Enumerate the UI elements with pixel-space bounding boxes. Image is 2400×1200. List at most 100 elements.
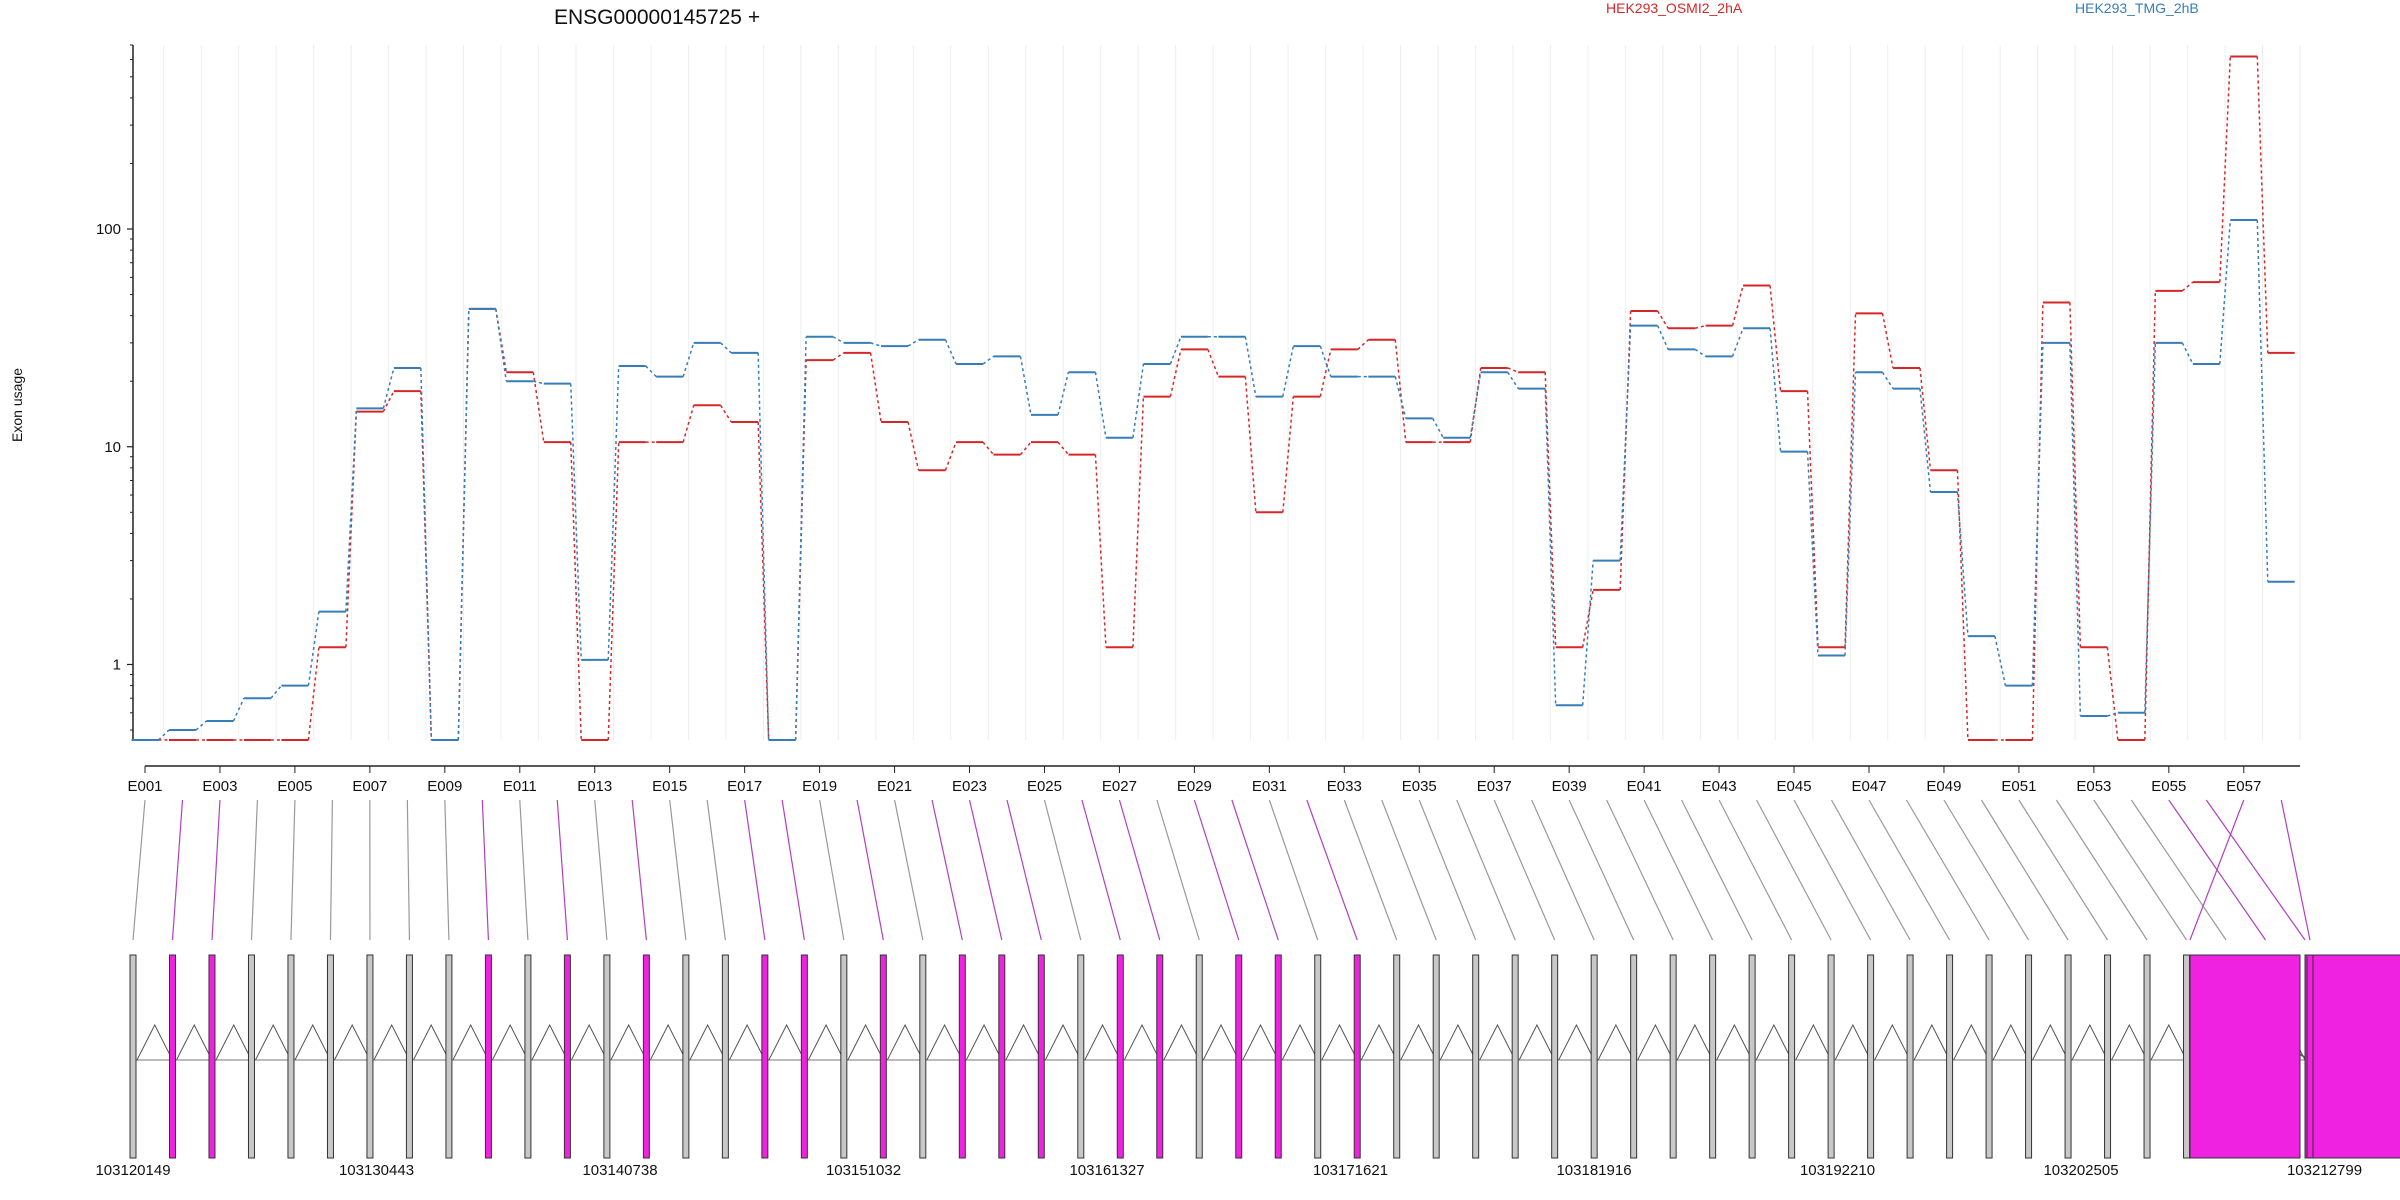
- x-tick-label: E045: [1777, 778, 1812, 795]
- intron-connector: [1716, 1023, 1753, 1061]
- data-connector: [1094, 372, 1107, 438]
- x-tick-label: E017: [727, 778, 762, 795]
- data-connector: [2107, 712, 2119, 717]
- exon-link-line: [1193, 799, 1240, 941]
- exon-link-line: [1793, 799, 1872, 941]
- intron-connector: [373, 1023, 410, 1061]
- exon-block: [1156, 954, 1164, 1159]
- data-connector: [757, 352, 770, 741]
- data-connector: [607, 442, 620, 741]
- data-connector: [1544, 372, 1557, 648]
- intron-connector: [1874, 1023, 1911, 1061]
- exon-link-line: [1606, 799, 1674, 941]
- intron-connector: [1953, 1023, 1990, 1061]
- exon-block: [2183, 954, 2191, 1159]
- exon-block: [1827, 954, 1835, 1159]
- data-connector: [1544, 388, 1557, 706]
- data-connector: [982, 355, 994, 365]
- intron-connector: [1400, 1023, 1437, 1061]
- exon-block: [1946, 954, 1954, 1159]
- exon-block: [1235, 954, 1243, 1159]
- exon-block: [958, 954, 966, 1159]
- exon-block: [1709, 954, 1717, 1159]
- exon-block: [2025, 954, 2033, 1159]
- intron-connector: [2150, 1023, 2187, 1061]
- exon-block: [326, 954, 334, 1159]
- data-connector: [682, 405, 695, 443]
- intron-connector: [1558, 1023, 1595, 1061]
- exon-block: [2143, 954, 2151, 1159]
- coordinate-label: 103161327: [1069, 1162, 1144, 1179]
- exon-block: [287, 954, 295, 1159]
- intron-connector: [1321, 1023, 1358, 1061]
- data-connector: [1019, 356, 1032, 416]
- x-tick-label: E039: [1552, 778, 1587, 795]
- exon-block: [2306, 954, 2314, 1159]
- exon-link-line: [856, 799, 884, 941]
- exon-block: [1630, 954, 1638, 1159]
- intron-connector: [728, 1023, 766, 1061]
- exon-block: [1511, 954, 1519, 1159]
- exon-link-line: [1343, 799, 1398, 941]
- exon-link-line: [1306, 799, 1358, 941]
- data-connector: [794, 336, 807, 741]
- exon-block: [1353, 954, 1361, 1159]
- exon-link-line: [1943, 799, 2030, 941]
- intron-connector: [768, 1023, 805, 1061]
- x-tick-label: E011: [503, 778, 537, 795]
- exon-block: [761, 954, 769, 1159]
- exon-block: [1788, 954, 1796, 1159]
- x-tick-label: E037: [1477, 778, 1512, 795]
- intron-connector: [215, 1023, 252, 1061]
- x-tick-label: E003: [202, 778, 237, 795]
- data-connector: [870, 342, 882, 347]
- data-connector: [607, 365, 620, 660]
- data-connector: [1282, 396, 1295, 513]
- data-connector: [907, 339, 919, 347]
- intron-connector: [1005, 1023, 1042, 1061]
- exon-block: [563, 954, 571, 1159]
- exon-link-line: [2055, 799, 2148, 941]
- x-tick-label: E013: [577, 778, 612, 795]
- data-connector: [2181, 281, 2194, 292]
- exon-block: [603, 954, 611, 1159]
- intron-connector: [491, 1023, 529, 1061]
- data-connector: [1694, 324, 1706, 330]
- data-connector: [1507, 367, 1519, 373]
- x-tick-label: E007: [352, 778, 387, 795]
- x-tick-label: E049: [1926, 778, 1961, 795]
- intron-connector: [1044, 1023, 1082, 1061]
- data-connector: [382, 367, 395, 409]
- intron-connector: [334, 1023, 371, 1061]
- exon-link-line: [1718, 799, 1793, 941]
- intron-connector: [1439, 1023, 1477, 1061]
- exon-link-line: [706, 799, 726, 941]
- exon-block: [484, 954, 492, 1159]
- exon-block: [1985, 954, 1993, 1159]
- data-connector: [1282, 345, 1295, 397]
- intron-connector: [412, 1023, 450, 1061]
- data-connector: [720, 342, 732, 354]
- data-connector: [345, 408, 358, 612]
- intron-connector: [176, 1023, 213, 1061]
- coordinate-label: 103151032: [826, 1162, 901, 1179]
- x-tick-label: E023: [952, 778, 987, 795]
- data-connector: [1357, 339, 1369, 350]
- exon-link-line: [594, 799, 608, 941]
- intron-connector: [570, 1023, 608, 1061]
- exon-block: [247, 954, 255, 1159]
- intron-connector: [2071, 1023, 2108, 1061]
- intron-connector: [1084, 1023, 1121, 1061]
- exon-link-line: [406, 799, 411, 941]
- data-connector: [1319, 345, 1332, 377]
- data-connector: [1656, 325, 1669, 350]
- exon-link-line: [1381, 799, 1437, 941]
- data-connector: [420, 367, 433, 741]
- data-connector: [982, 441, 995, 456]
- exon-link-line: [968, 799, 1003, 941]
- x-tick-label: E019: [802, 778, 837, 795]
- exon-link-line: [481, 799, 490, 941]
- intron-connector: [1992, 1023, 2030, 1061]
- x-tick-label: E015: [652, 778, 687, 795]
